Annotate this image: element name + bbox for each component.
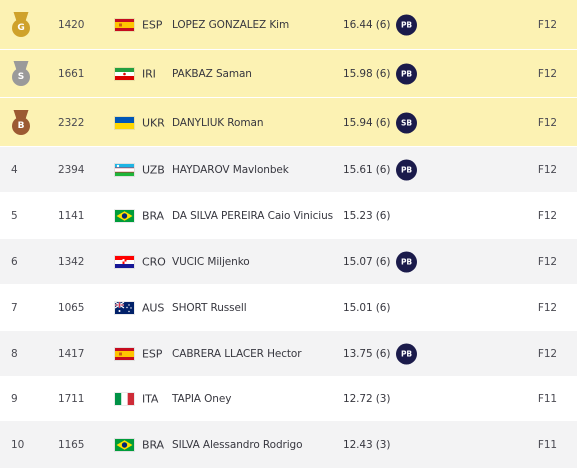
bib-number: 2322 (58, 116, 85, 129)
result-value: 15.23 (6) (343, 210, 391, 222)
athlete-name[interactable]: LOPEZ GONZALEZ Kim (172, 18, 290, 31)
rank: 10 (11, 438, 25, 451)
sport-class: F12 (537, 348, 557, 360)
result-value: 15.61 (6) (343, 164, 391, 176)
athlete-name[interactable]: CABRERA LLACER Hector (172, 348, 302, 360)
result-value: 15.94 (6) (343, 116, 391, 129)
result-row[interactable]: B 2322 UKR DANYLIUK Roman 15.94 (6) SB F12 (0, 97, 577, 147)
iran-flag-icon (114, 67, 135, 81)
result-row[interactable]: S 1661 IRI PAKBAZ Saman 15.98 (6) PB F12 (0, 49, 577, 98)
rank: 7 (11, 302, 18, 314)
sport-class: F11 (537, 393, 557, 405)
athlete-name[interactable]: HAYDAROV Mavlonbek (172, 164, 289, 176)
athlete-name[interactable]: TAPIA Oney (172, 393, 232, 405)
bib-number: 1165 (58, 438, 85, 451)
italy-flag-icon (114, 392, 135, 406)
bib-number: 2394 (58, 164, 85, 176)
npc-code: BRA (142, 438, 164, 451)
result-row[interactable]: 10 1165 BRA SILVA Alessandro Rodrigo 12.43 (… (0, 420, 577, 468)
result-value: 12.43 (3) (343, 438, 391, 451)
athlete-name[interactable]: SILVA Alessandro Rodrigo (172, 438, 303, 451)
sport-class: F12 (537, 256, 557, 268)
sport-class: F11 (537, 438, 557, 451)
silver-medal-icon: S (11, 61, 31, 87)
sport-class: F12 (537, 18, 557, 31)
spain-flag-icon (114, 347, 135, 361)
bib-number: 1065 (58, 302, 85, 314)
npc-code: UKR (142, 116, 165, 129)
bib-number: 1711 (58, 393, 85, 405)
result-value: 15.98 (6) (343, 68, 391, 80)
record-badge: PB (396, 63, 417, 85)
result-row[interactable]: 7 1065 AUS SHORT Russell 15.01 (6) F12 (0, 284, 577, 331)
rank: 8 (11, 348, 18, 360)
brazil-flag-icon (114, 209, 135, 223)
npc-code: UZB (142, 163, 165, 177)
bib-number: 1420 (58, 18, 85, 31)
result-value: 15.07 (6) (343, 256, 391, 268)
bib-number: 1342 (58, 256, 85, 268)
record-badge: PB (396, 251, 417, 273)
ukraine-flag-icon (114, 115, 135, 130)
sport-class: F12 (537, 68, 557, 80)
bib-number: 1661 (58, 68, 85, 80)
rank: 5 (11, 210, 18, 222)
result-value: 13.75 (6) (343, 348, 391, 360)
athlete-name[interactable]: VUCIC Miljenko (172, 256, 250, 268)
npc-code: IRI (142, 67, 156, 81)
athlete-name[interactable]: PAKBAZ Saman (172, 68, 252, 80)
rank: 6 (11, 256, 18, 268)
gold-medal-icon: G (11, 11, 31, 38)
brazil-flag-icon (114, 437, 135, 452)
sport-class: F12 (537, 164, 557, 176)
spain-flag-icon (114, 17, 135, 32)
uzbekistan-flag-icon (114, 163, 135, 177)
result-value: 15.01 (6) (343, 302, 391, 314)
result-row[interactable]: 5 1141 BRA DA SILVA PEREIRA Caio Vinicius 15… (0, 192, 577, 239)
npc-code: BRA (142, 209, 164, 223)
npc-code: AUS (142, 301, 165, 315)
record-badge: PB (396, 14, 417, 35)
npc-code: ITA (142, 392, 159, 406)
record-badge: SB (396, 112, 417, 133)
result-value: 16.44 (6) (343, 18, 391, 31)
npc-code: CRO (142, 255, 166, 269)
bronze-medal-icon: B (11, 109, 31, 136)
sport-class: F12 (537, 116, 557, 129)
bib-number: 1417 (58, 348, 85, 360)
result-row[interactable]: G 1420 ESP LOPEZ GONZALEZ Kim 16.44 (6) PB F12 (0, 0, 577, 49)
result-row[interactable]: 6 1342 CRO VUCIC Miljenko 15.07 (6) PB F12 (0, 238, 577, 285)
rank: 9 (11, 393, 18, 405)
bib-number: 1141 (58, 210, 85, 222)
australia-flag-icon (114, 301, 135, 315)
npc-code: ESP (142, 347, 163, 361)
result-row[interactable]: 9 1711 ITA TAPIA Oney 12.72 (3) F11 (0, 376, 577, 421)
record-badge: PB (396, 343, 417, 365)
athlete-name[interactable]: DA SILVA PEREIRA Caio Vinicius (172, 210, 333, 222)
npc-code: ESP (142, 18, 163, 31)
croatia-flag-icon (114, 255, 135, 269)
result-row[interactable]: 8 1417 ESP CABRERA LLACER Hector 13.75 (6) PB… (0, 330, 577, 377)
rank: 4 (11, 164, 18, 176)
athlete-name[interactable]: DANYLIUK Roman (172, 116, 264, 129)
result-value: 12.72 (3) (343, 393, 391, 405)
record-badge: PB (396, 159, 417, 181)
athlete-name[interactable]: SHORT Russell (172, 302, 247, 314)
sport-class: F12 (537, 210, 557, 222)
sport-class: F12 (537, 302, 557, 314)
result-row[interactable]: 4 2394 UZB HAYDAROV Mavlonbek 15.61 (6) PB F12 (0, 146, 577, 193)
